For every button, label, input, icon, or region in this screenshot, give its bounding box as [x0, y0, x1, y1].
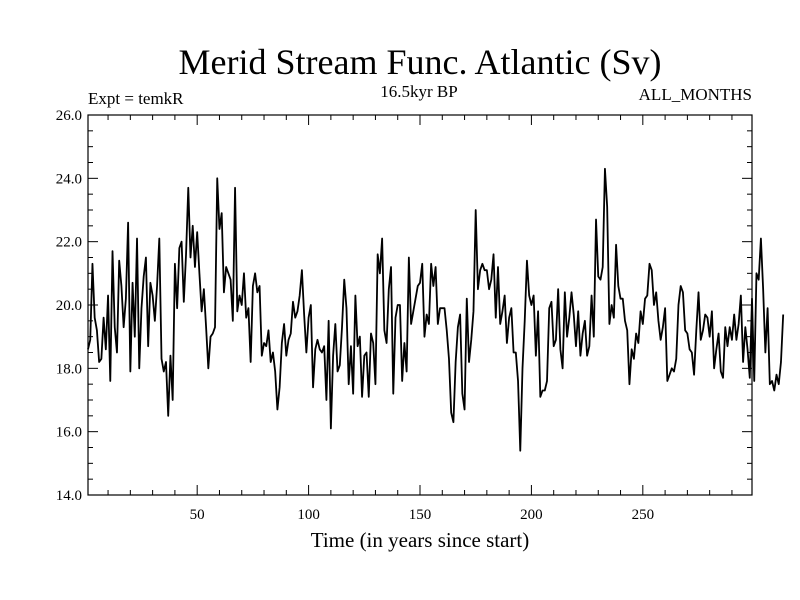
- period-label: 16.5kyr BP: [380, 82, 457, 101]
- axis-ticks: [88, 115, 752, 495]
- y-tick-label: 18.0: [56, 361, 82, 377]
- x-axis-label: Time (in years since start): [311, 528, 530, 552]
- y-tick-label: 20.0: [56, 298, 82, 314]
- y-tick-label: 22.0: [56, 235, 82, 251]
- experiment-label: Expt = temkR: [88, 89, 184, 108]
- y-tick-label: 16.0: [56, 425, 82, 441]
- y-tick-label: 24.0: [56, 171, 82, 187]
- y-tick-label: 14.0: [56, 488, 82, 504]
- x-tick-label: 200: [520, 507, 543, 523]
- x-tick-label: 150: [409, 507, 432, 523]
- months-label: ALL_MONTHS: [639, 85, 752, 104]
- chart-title: Merid Stream Func. Atlantic (Sv): [179, 42, 662, 82]
- x-tick-labels: 50 100 150 200 250: [190, 507, 654, 523]
- x-tick-label: 50: [190, 507, 205, 523]
- plot-frame: [87, 114, 753, 496]
- x-tick-label: 100: [297, 507, 320, 523]
- x-tick-label: 250: [632, 507, 655, 523]
- y-tick-label: 26.0: [56, 108, 82, 124]
- series-line: [87, 167, 785, 452]
- y-tick-labels: 14.0 16.0 18.0 20.0 22.0 24.0 26.0: [56, 108, 82, 504]
